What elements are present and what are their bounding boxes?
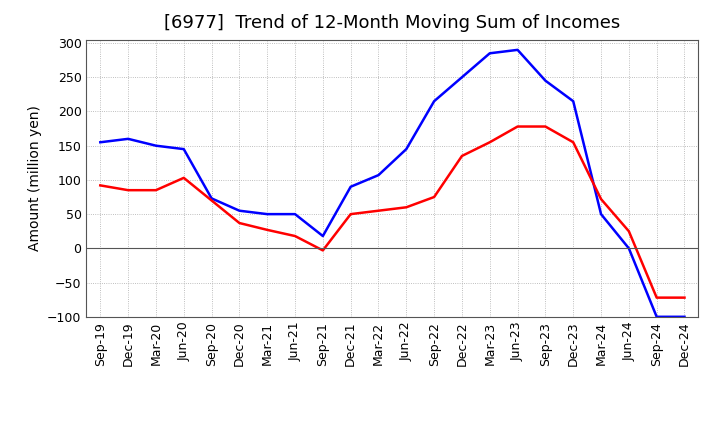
Ordinary Income bbox=[179, 147, 188, 152]
Ordinary Income bbox=[124, 136, 132, 142]
Net Income bbox=[318, 248, 327, 253]
Net Income bbox=[597, 196, 606, 202]
Ordinary Income bbox=[374, 172, 383, 178]
Net Income bbox=[485, 139, 494, 145]
Ordinary Income bbox=[207, 196, 216, 201]
Net Income bbox=[402, 205, 410, 210]
Net Income bbox=[346, 212, 355, 217]
Ordinary Income bbox=[263, 212, 271, 217]
Ordinary Income bbox=[291, 212, 300, 217]
Ordinary Income bbox=[513, 47, 522, 52]
Ordinary Income bbox=[624, 246, 633, 251]
Net Income bbox=[124, 187, 132, 193]
Title: [6977]  Trend of 12-Month Moving Sum of Incomes: [6977] Trend of 12-Month Moving Sum of I… bbox=[164, 15, 621, 33]
Ordinary Income bbox=[541, 78, 550, 83]
Net Income bbox=[513, 124, 522, 129]
Net Income bbox=[430, 194, 438, 200]
Line: Net Income: Net Income bbox=[100, 127, 685, 297]
Ordinary Income bbox=[430, 99, 438, 104]
Net Income bbox=[458, 153, 467, 158]
Line: Ordinary Income: Ordinary Income bbox=[100, 50, 685, 317]
Ordinary Income bbox=[346, 184, 355, 189]
Net Income bbox=[179, 175, 188, 180]
Ordinary Income bbox=[458, 75, 467, 80]
Ordinary Income bbox=[680, 314, 689, 319]
Net Income bbox=[680, 295, 689, 300]
Net Income bbox=[569, 139, 577, 145]
Net Income bbox=[263, 227, 271, 232]
Net Income bbox=[541, 124, 550, 129]
Net Income bbox=[291, 233, 300, 238]
Net Income bbox=[374, 208, 383, 213]
Ordinary Income bbox=[152, 143, 161, 148]
Net Income bbox=[235, 220, 243, 226]
Net Income bbox=[652, 295, 661, 300]
Net Income bbox=[96, 183, 104, 188]
Ordinary Income bbox=[485, 51, 494, 56]
Net Income bbox=[152, 187, 161, 193]
Y-axis label: Amount (million yen): Amount (million yen) bbox=[27, 105, 42, 251]
Ordinary Income bbox=[235, 208, 243, 213]
Net Income bbox=[624, 229, 633, 234]
Ordinary Income bbox=[318, 233, 327, 238]
Ordinary Income bbox=[402, 147, 410, 152]
Ordinary Income bbox=[652, 314, 661, 319]
Net Income bbox=[207, 198, 216, 203]
Ordinary Income bbox=[96, 139, 104, 145]
Ordinary Income bbox=[569, 99, 577, 104]
Ordinary Income bbox=[597, 212, 606, 217]
